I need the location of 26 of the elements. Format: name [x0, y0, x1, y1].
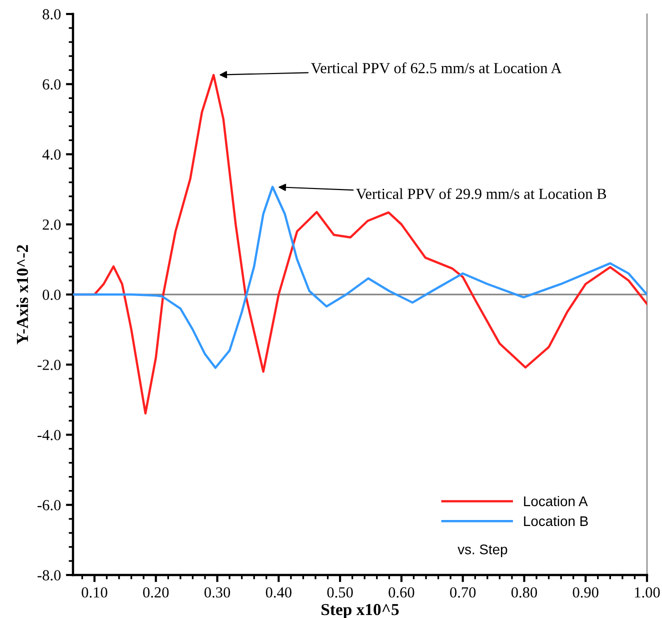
x-tick-label: 0.30 — [204, 587, 230, 598]
y-tick-label: 6.0 — [42, 79, 61, 90]
annotation: Vertical PPV of 62.5 mm/s at Location A — [310, 62, 562, 74]
y-tick-label: -2.0 — [38, 360, 61, 370]
x-tick-label: 0.10 — [82, 587, 108, 598]
y-tick-label: -8.0 — [38, 570, 61, 581]
x-tick-label: 0.50 — [327, 587, 353, 598]
y-tick-label: -4.0 — [38, 430, 61, 440]
x-tick-label: 0.60 — [388, 587, 414, 598]
y-tick-label: 0.0 — [42, 290, 61, 300]
legend-label: Location A — [524, 496, 588, 506]
annotation: Vertical PPV of 29.9 mm/s at Location B — [356, 188, 606, 200]
x-tick-label: 1.00 — [634, 587, 660, 598]
x-tick-label: 0.40 — [266, 587, 292, 598]
annotation: vs. Step — [458, 544, 508, 558]
y-axis-title: Y-Axis x10^-2 — [16, 245, 28, 344]
x-tick-label: 0.70 — [450, 587, 476, 598]
y-tick-label: 2.0 — [42, 220, 61, 230]
y-tick-label: 8.0 — [42, 9, 61, 20]
x-tick-label: 0.80 — [511, 587, 538, 598]
line-series — [73, 186, 647, 369]
x-tick-label: 0.90 — [572, 587, 598, 598]
y-tick-label: -6.0 — [38, 500, 61, 510]
y-tick-label: 4.0 — [42, 149, 61, 160]
x-tick-label: 0.20 — [143, 587, 169, 598]
legend-label: Location B — [524, 516, 588, 526]
